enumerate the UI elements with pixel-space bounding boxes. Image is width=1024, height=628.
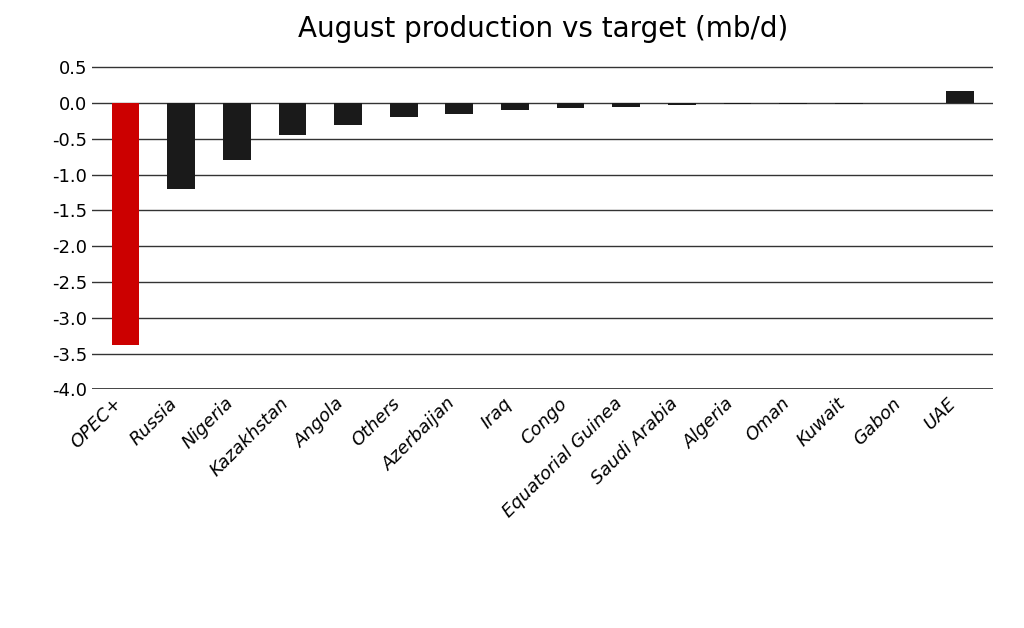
Bar <box>279 103 306 135</box>
Bar <box>501 103 528 110</box>
Bar <box>167 103 195 189</box>
Bar <box>835 103 862 104</box>
Bar <box>612 103 640 107</box>
Bar <box>223 103 251 160</box>
Bar <box>112 103 139 345</box>
Bar <box>946 91 974 103</box>
Bar <box>390 103 418 117</box>
Bar <box>724 103 752 104</box>
Bar <box>334 103 361 124</box>
Bar <box>668 103 695 106</box>
Bar <box>557 103 585 108</box>
Bar <box>779 103 807 104</box>
Title: August production vs target (mb/d): August production vs target (mb/d) <box>298 15 787 43</box>
Bar <box>445 103 473 114</box>
